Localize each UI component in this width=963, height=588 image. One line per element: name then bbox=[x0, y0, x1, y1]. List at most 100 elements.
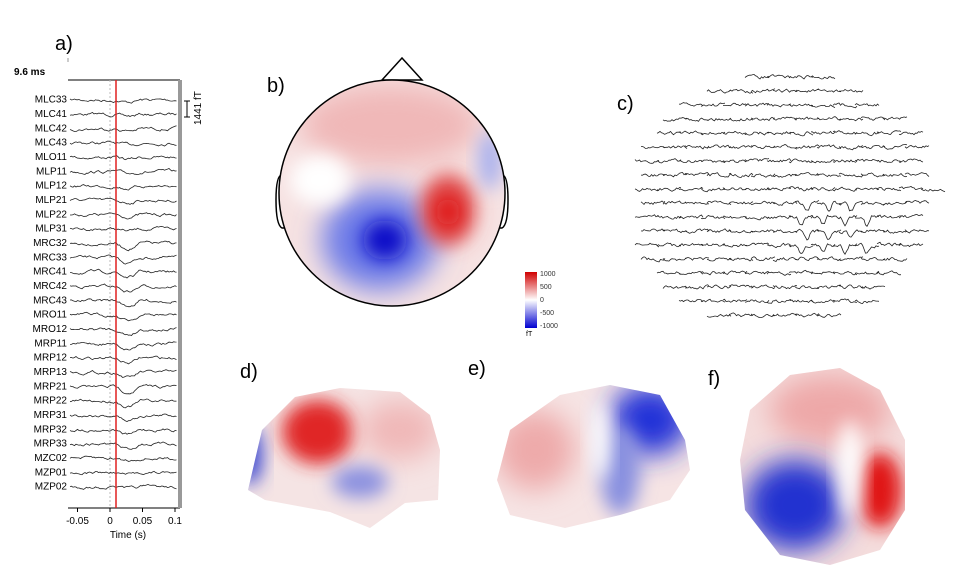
sensor-trace bbox=[860, 144, 886, 150]
sensor-trace bbox=[882, 143, 908, 150]
sensor-trace bbox=[750, 313, 776, 318]
panel-label: d) bbox=[240, 361, 258, 383]
colorbar bbox=[525, 272, 537, 328]
sensor-trace bbox=[678, 299, 704, 303]
channel-label: MZC02 bbox=[34, 453, 67, 464]
sensor-trace bbox=[816, 284, 842, 289]
map-field bbox=[600, 425, 640, 515]
sensor-trace bbox=[744, 102, 770, 107]
sensor-trace bbox=[838, 117, 864, 122]
sensor-trace bbox=[860, 201, 886, 206]
sensor-trace bbox=[904, 172, 930, 177]
trace bbox=[70, 268, 177, 279]
sensor-trace bbox=[766, 215, 792, 220]
sensor-trace bbox=[744, 299, 770, 304]
sensor-trace bbox=[634, 159, 660, 164]
sensor-trace bbox=[678, 214, 704, 220]
sensor-trace bbox=[904, 199, 930, 204]
map-field bbox=[497, 410, 575, 490]
time-bar bbox=[178, 80, 182, 508]
trace bbox=[69, 384, 177, 395]
sensor-trace bbox=[772, 201, 798, 206]
sensor-trace bbox=[750, 284, 776, 290]
sensor-trace bbox=[838, 284, 864, 289]
channel-label: MRO12 bbox=[33, 324, 68, 335]
channel-label: MLP31 bbox=[35, 224, 67, 235]
panel-label: e) bbox=[468, 358, 486, 380]
sensor-trace bbox=[634, 187, 660, 192]
sensor-trace bbox=[662, 257, 688, 262]
sensor-trace bbox=[816, 256, 842, 262]
sensor-trace bbox=[640, 200, 666, 206]
trace bbox=[69, 184, 177, 191]
channel-label: MLP22 bbox=[35, 209, 67, 220]
sensor-trace bbox=[816, 200, 842, 212]
head-outline bbox=[278, 79, 506, 307]
sensor-trace bbox=[766, 298, 792, 304]
sensor-trace bbox=[838, 200, 864, 212]
colorbar-tick-label: -1000 bbox=[540, 323, 558, 330]
sensor-trace bbox=[860, 256, 886, 262]
sensor-trace bbox=[772, 229, 798, 234]
sensor-trace bbox=[904, 145, 930, 149]
sensor-trace bbox=[838, 145, 864, 151]
sensor-trace bbox=[722, 243, 748, 248]
sensor-trace bbox=[795, 228, 820, 241]
sensor-trace bbox=[838, 256, 864, 261]
sensor-trace bbox=[772, 285, 798, 290]
map-field bbox=[838, 420, 862, 520]
sensor-trace bbox=[722, 298, 748, 303]
sensor-trace bbox=[788, 269, 814, 274]
sensor-trace bbox=[678, 242, 704, 246]
sensor-trace bbox=[788, 244, 814, 254]
sensor-trace bbox=[728, 89, 754, 94]
sensor-trace bbox=[766, 103, 792, 108]
sensor-trace bbox=[662, 228, 688, 234]
sensor-trace bbox=[772, 312, 798, 317]
channel-label: MLP12 bbox=[35, 181, 67, 192]
channel-label: MRP12 bbox=[34, 353, 68, 364]
trace bbox=[69, 311, 177, 322]
sensor-trace bbox=[728, 201, 754, 205]
trace bbox=[69, 98, 177, 104]
trace bbox=[69, 254, 177, 265]
sensor-trace bbox=[832, 159, 858, 163]
sensor-trace bbox=[678, 102, 704, 107]
sensor-trace bbox=[854, 215, 880, 227]
sensor-trace bbox=[860, 285, 886, 290]
sensor-trace bbox=[706, 200, 732, 206]
trace bbox=[69, 413, 177, 423]
sensor-trace bbox=[750, 256, 776, 262]
channel-label: MRC33 bbox=[33, 252, 67, 263]
sensor-trace bbox=[882, 201, 908, 205]
sensor-trace bbox=[706, 228, 732, 233]
sensor-trace bbox=[700, 270, 726, 276]
sensor-trace bbox=[772, 256, 798, 262]
colorbar-tick-label: -500 bbox=[540, 310, 554, 317]
sensor-trace bbox=[898, 214, 924, 219]
cortex-map bbox=[248, 388, 440, 528]
sensor-trace bbox=[678, 270, 704, 275]
map-field bbox=[770, 375, 890, 445]
sensor-trace bbox=[788, 299, 814, 304]
sensor-trace bbox=[728, 284, 754, 288]
sensor-trace bbox=[706, 144, 732, 149]
sensor-trace bbox=[788, 215, 814, 226]
sensor-trace bbox=[728, 312, 754, 318]
scale-bar: 1441 fT bbox=[184, 91, 204, 125]
sensor-trace bbox=[788, 186, 814, 192]
channel-label: MRP33 bbox=[34, 439, 68, 450]
channel-label: MZP01 bbox=[35, 467, 68, 478]
trace bbox=[69, 355, 177, 365]
sensor-trace bbox=[744, 216, 770, 221]
channel-label: MZP02 bbox=[35, 482, 68, 493]
sensor-trace bbox=[706, 117, 732, 122]
sensor-trace bbox=[750, 88, 776, 94]
sensor-trace bbox=[678, 186, 704, 192]
trace bbox=[69, 470, 177, 476]
sensor-trace bbox=[662, 171, 688, 178]
channel-label: MLC43 bbox=[35, 138, 68, 149]
sensor-trace bbox=[860, 116, 886, 121]
trace bbox=[69, 298, 177, 308]
sensor-trace bbox=[744, 187, 770, 191]
